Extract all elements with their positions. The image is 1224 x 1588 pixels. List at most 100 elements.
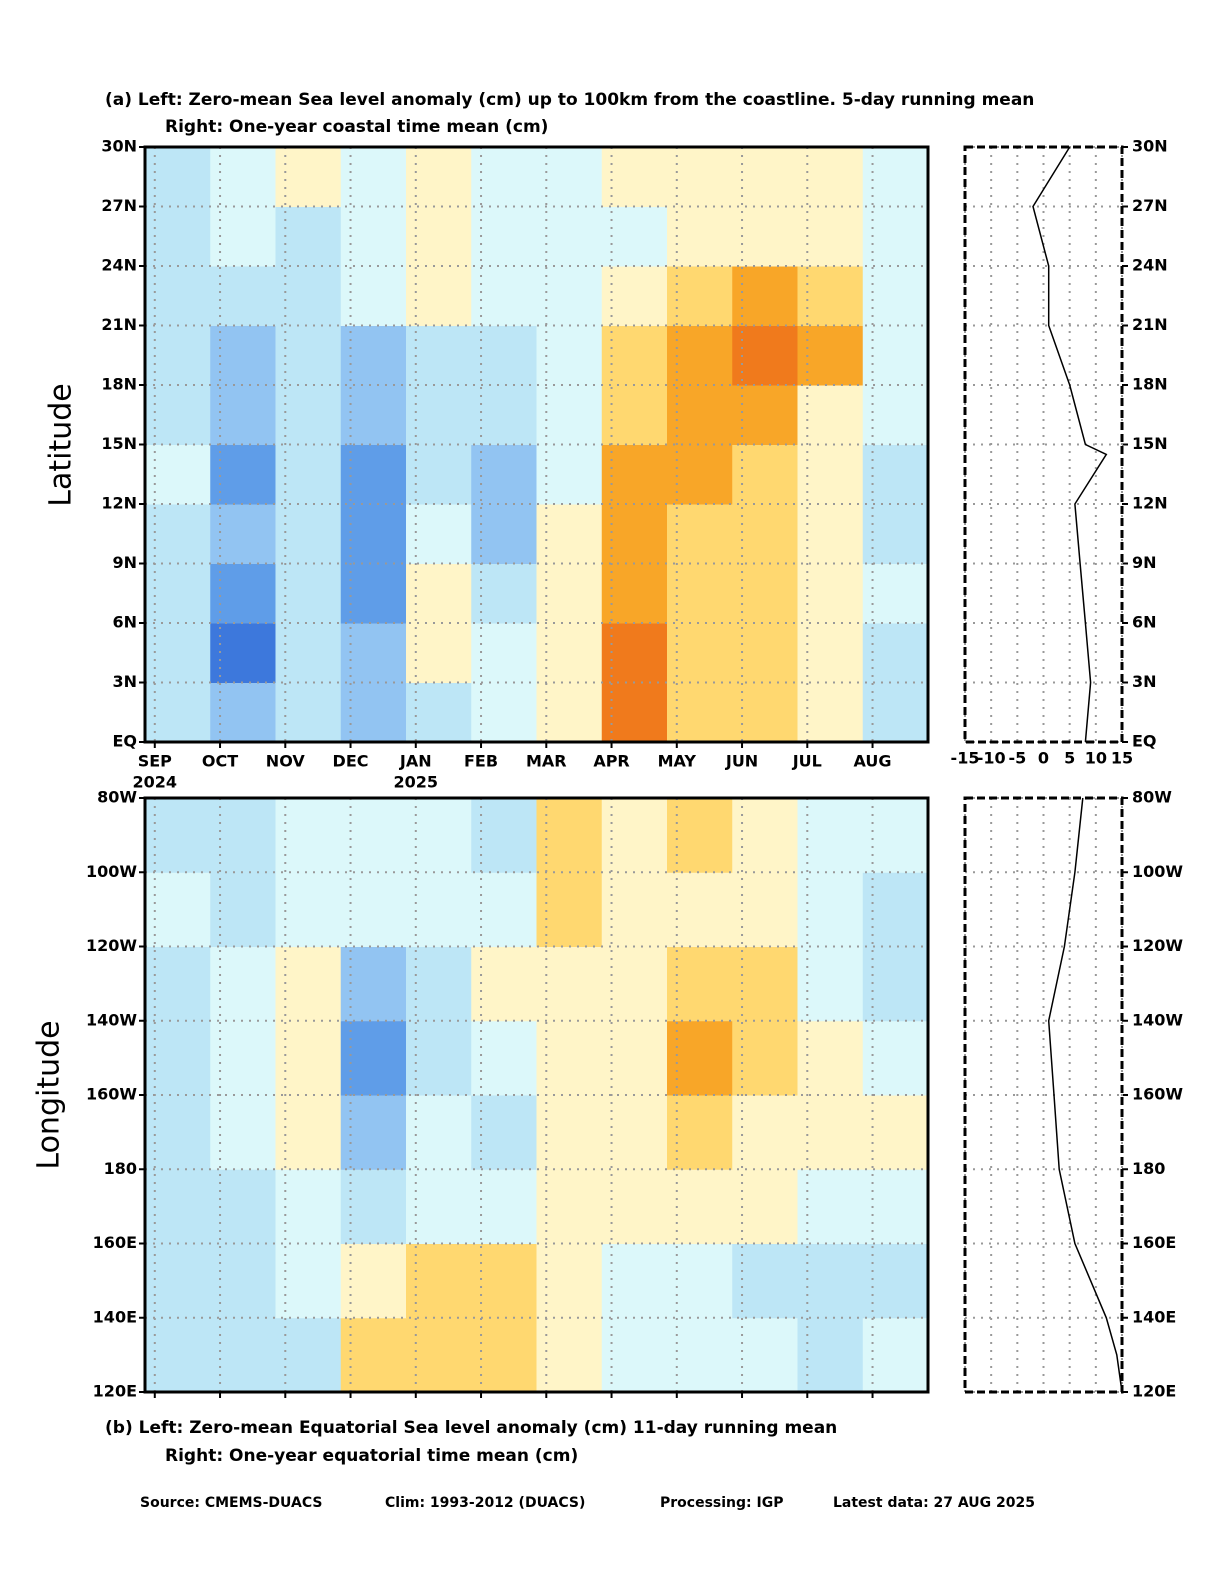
heat-cell <box>275 682 342 743</box>
heat-cell <box>797 872 864 947</box>
heat-cell <box>797 1243 864 1319</box>
heat-cell <box>797 266 864 326</box>
side-frame <box>963 796 1124 1394</box>
x-tick-label: 15 <box>1111 749 1133 768</box>
heat-cell <box>667 266 733 326</box>
heat-cell <box>732 1095 798 1170</box>
heat-cell <box>210 872 276 947</box>
footer-item: Latest data: 27 AUG 2025 <box>833 1495 1035 1511</box>
heat-cell <box>732 504 798 564</box>
x-tick-label: SEP <box>138 752 172 771</box>
heat-cell <box>340 872 407 947</box>
heat-cell <box>797 1020 864 1096</box>
heat-cell <box>797 1095 864 1170</box>
heat-cell <box>275 266 342 326</box>
heat-cell <box>145 206 211 267</box>
heat-cell <box>210 946 276 1022</box>
heat-cell <box>471 325 537 386</box>
heat-cell <box>406 1169 472 1244</box>
heat-cell <box>667 682 733 743</box>
heat-cell <box>797 798 864 873</box>
heat-cell <box>340 1317 407 1393</box>
heat-cell <box>667 1317 733 1393</box>
heat-cell <box>862 147 929 207</box>
heat-cell <box>667 1169 733 1244</box>
heat-cell <box>340 798 407 873</box>
heat-cell <box>862 946 929 1022</box>
x-tick-label: FEB <box>464 752 498 771</box>
heat-cell <box>340 444 407 505</box>
y-tick-label: 3N <box>112 672 137 691</box>
heat-cell <box>862 1317 929 1393</box>
heat-cell <box>667 206 733 267</box>
heat-cell <box>210 798 276 873</box>
heat-cell <box>667 444 733 505</box>
heat-cell <box>862 682 929 743</box>
y-tick-label: 30N <box>1132 137 1168 156</box>
heat-cell <box>667 1095 733 1170</box>
heat-cell <box>601 1169 668 1244</box>
heat-cell <box>145 563 211 624</box>
heat-cell <box>210 682 276 743</box>
heat-cell <box>145 682 211 743</box>
heat-cell <box>145 872 211 947</box>
x-tick-label: 10 <box>1085 749 1107 768</box>
heat-cell <box>340 563 407 624</box>
x-tick-label: DEC <box>333 752 369 771</box>
y-tick-label: 120E <box>1132 1382 1176 1401</box>
heat-cell <box>667 1243 733 1319</box>
heat-cell <box>340 623 407 683</box>
heat-cell <box>471 682 537 743</box>
y-tick-label: 160W <box>1132 1085 1183 1104</box>
heat-cell <box>471 444 537 505</box>
heat-cell <box>275 1020 342 1096</box>
heat-cell <box>732 1169 798 1244</box>
heat-cell <box>471 1095 537 1170</box>
heat-cell <box>862 325 929 386</box>
y-tick-label: 100W <box>1132 862 1183 881</box>
heat-cell <box>340 385 407 445</box>
heat-cell <box>210 444 276 505</box>
heat-cell <box>471 147 537 207</box>
y-tick-label: 140W <box>1132 1010 1183 1029</box>
heat-cell <box>732 325 798 386</box>
x-tick-sublabel: 2025 <box>394 773 439 792</box>
y-tick-label: 21N <box>101 315 137 334</box>
y-tick-label: 9N <box>112 553 137 572</box>
heat-cell <box>667 1020 733 1096</box>
y-tick-label: 30N <box>101 137 137 156</box>
heat-cell <box>601 504 668 564</box>
y-tick-label: 12N <box>1132 494 1168 513</box>
heat-cell <box>340 325 407 386</box>
y-axis-title: Latitude <box>44 383 79 506</box>
y-tick-label: 15N <box>101 434 137 453</box>
heat-cell <box>145 798 211 873</box>
heat-cell <box>797 147 864 207</box>
heat-cell <box>340 206 407 267</box>
heat-cell <box>471 1020 537 1096</box>
x-tick-label: 0 <box>1038 749 1049 768</box>
heat-cell <box>210 1095 276 1170</box>
heat-cell <box>275 206 342 267</box>
heat-cell <box>797 946 864 1022</box>
plot-frame <box>143 796 930 1394</box>
heat-cell <box>145 444 211 505</box>
heat-cell <box>667 563 733 624</box>
heat-cell <box>536 682 603 743</box>
heat-cell <box>471 1169 537 1244</box>
heat-cell <box>471 623 537 683</box>
x-tick-label: 5 <box>1064 749 1075 768</box>
heat-cell <box>732 385 798 445</box>
y-tick-label: 120W <box>86 936 137 955</box>
heat-cell <box>340 1169 407 1244</box>
heat-cell <box>536 147 603 207</box>
heat-cell <box>406 504 472 564</box>
heat-cell <box>732 206 798 267</box>
side-frame <box>963 145 1124 744</box>
heat-cell <box>667 385 733 445</box>
heat-cell <box>275 946 342 1022</box>
heat-cell <box>601 325 668 386</box>
heat-cell <box>471 266 537 326</box>
heat-cell <box>210 504 276 564</box>
